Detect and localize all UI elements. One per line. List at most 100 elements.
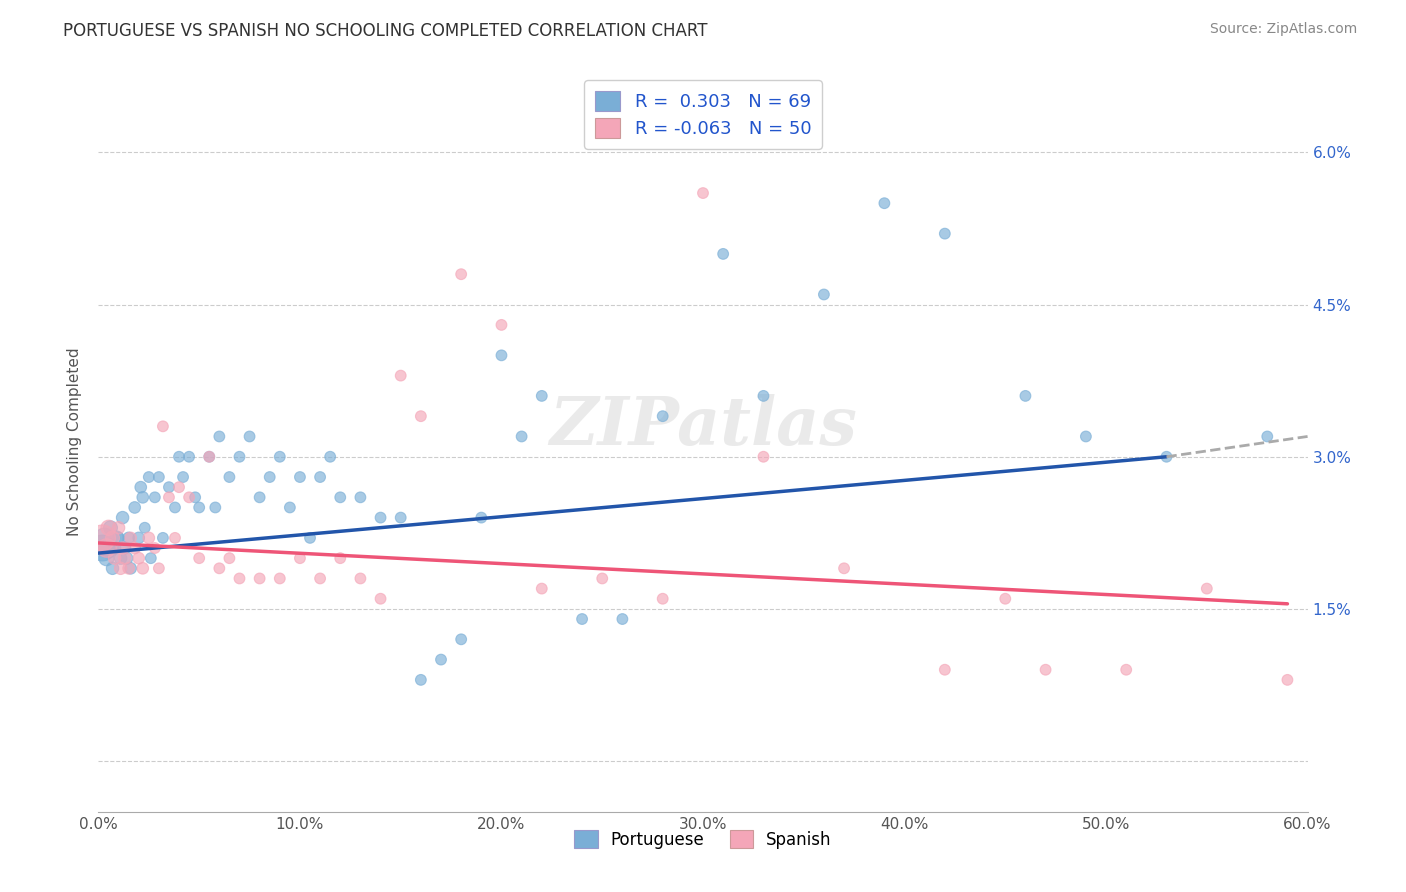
- Point: [249, 491, 271, 505]
- Point: [873, 196, 896, 211]
- Point: [651, 409, 673, 424]
- Point: [124, 500, 146, 515]
- Point: [124, 541, 146, 555]
- Point: [329, 491, 352, 505]
- Point: [167, 480, 190, 494]
- Text: PORTUGUESE VS SPANISH NO SCHOOLING COMPLETED CORRELATION CHART: PORTUGUESE VS SPANISH NO SCHOOLING COMPL…: [63, 22, 707, 40]
- Point: [120, 561, 142, 575]
- Point: [103, 541, 125, 555]
- Point: [132, 491, 155, 505]
- Point: [269, 450, 291, 464]
- Point: [1156, 450, 1178, 464]
- Point: [128, 531, 150, 545]
- Point: [198, 450, 221, 464]
- Point: [208, 429, 231, 443]
- Point: [1035, 663, 1057, 677]
- Point: [692, 186, 714, 200]
- Point: [179, 450, 201, 464]
- Point: [491, 348, 513, 362]
- Text: Source: ZipAtlas.com: Source: ZipAtlas.com: [1209, 22, 1357, 37]
- Point: [450, 632, 472, 647]
- Point: [128, 551, 150, 566]
- Point: [204, 500, 226, 515]
- Point: [172, 470, 194, 484]
- Point: [370, 510, 392, 524]
- Point: [218, 470, 240, 484]
- Point: [105, 531, 128, 545]
- Point: [288, 551, 311, 566]
- Point: [249, 571, 271, 585]
- Point: [1195, 582, 1218, 596]
- Point: [832, 561, 855, 575]
- Point: [430, 652, 453, 666]
- Point: [389, 510, 412, 524]
- Point: [143, 541, 166, 555]
- Point: [1115, 663, 1137, 677]
- Point: [148, 470, 170, 484]
- Point: [163, 531, 186, 545]
- Point: [571, 612, 593, 626]
- Point: [97, 541, 120, 555]
- Point: [118, 531, 141, 545]
- Point: [157, 491, 180, 505]
- Point: [278, 500, 301, 515]
- Point: [148, 561, 170, 575]
- Point: [409, 673, 432, 687]
- Point: [139, 551, 162, 566]
- Point: [269, 571, 291, 585]
- Point: [101, 531, 124, 545]
- Point: [96, 551, 118, 566]
- Point: [1014, 389, 1036, 403]
- Y-axis label: No Schooling Completed: No Schooling Completed: [67, 347, 83, 536]
- Point: [349, 491, 371, 505]
- Point: [111, 510, 134, 524]
- Point: [612, 612, 634, 626]
- Point: [167, 450, 190, 464]
- Point: [114, 541, 136, 555]
- Point: [491, 318, 513, 332]
- Point: [752, 389, 775, 403]
- Point: [309, 470, 332, 484]
- Point: [198, 450, 221, 464]
- Point: [591, 571, 613, 585]
- Point: [107, 531, 129, 545]
- Point: [510, 429, 533, 443]
- Point: [120, 531, 142, 545]
- Point: [530, 582, 553, 596]
- Point: [259, 470, 281, 484]
- Point: [409, 409, 432, 424]
- Point: [138, 531, 160, 545]
- Point: [1256, 429, 1278, 443]
- Point: [299, 531, 322, 545]
- Point: [309, 571, 332, 585]
- Point: [349, 571, 371, 585]
- Point: [152, 419, 174, 434]
- Point: [91, 541, 114, 555]
- Point: [288, 470, 311, 484]
- Point: [179, 491, 201, 505]
- Point: [188, 551, 211, 566]
- Point: [752, 450, 775, 464]
- Point: [389, 368, 412, 383]
- Point: [188, 500, 211, 515]
- Legend: Portuguese, Spanish: Portuguese, Spanish: [568, 823, 838, 855]
- Point: [118, 561, 141, 575]
- Point: [103, 551, 125, 566]
- Point: [138, 470, 160, 484]
- Point: [157, 480, 180, 494]
- Point: [163, 500, 186, 515]
- Point: [93, 531, 115, 545]
- Point: [96, 541, 118, 555]
- Point: [129, 480, 152, 494]
- Point: [134, 521, 156, 535]
- Point: [110, 551, 132, 566]
- Point: [114, 551, 136, 566]
- Point: [100, 521, 122, 535]
- Point: [111, 541, 134, 555]
- Point: [530, 389, 553, 403]
- Point: [218, 551, 240, 566]
- Point: [208, 561, 231, 575]
- Point: [934, 227, 956, 241]
- Point: [228, 571, 250, 585]
- Point: [651, 591, 673, 606]
